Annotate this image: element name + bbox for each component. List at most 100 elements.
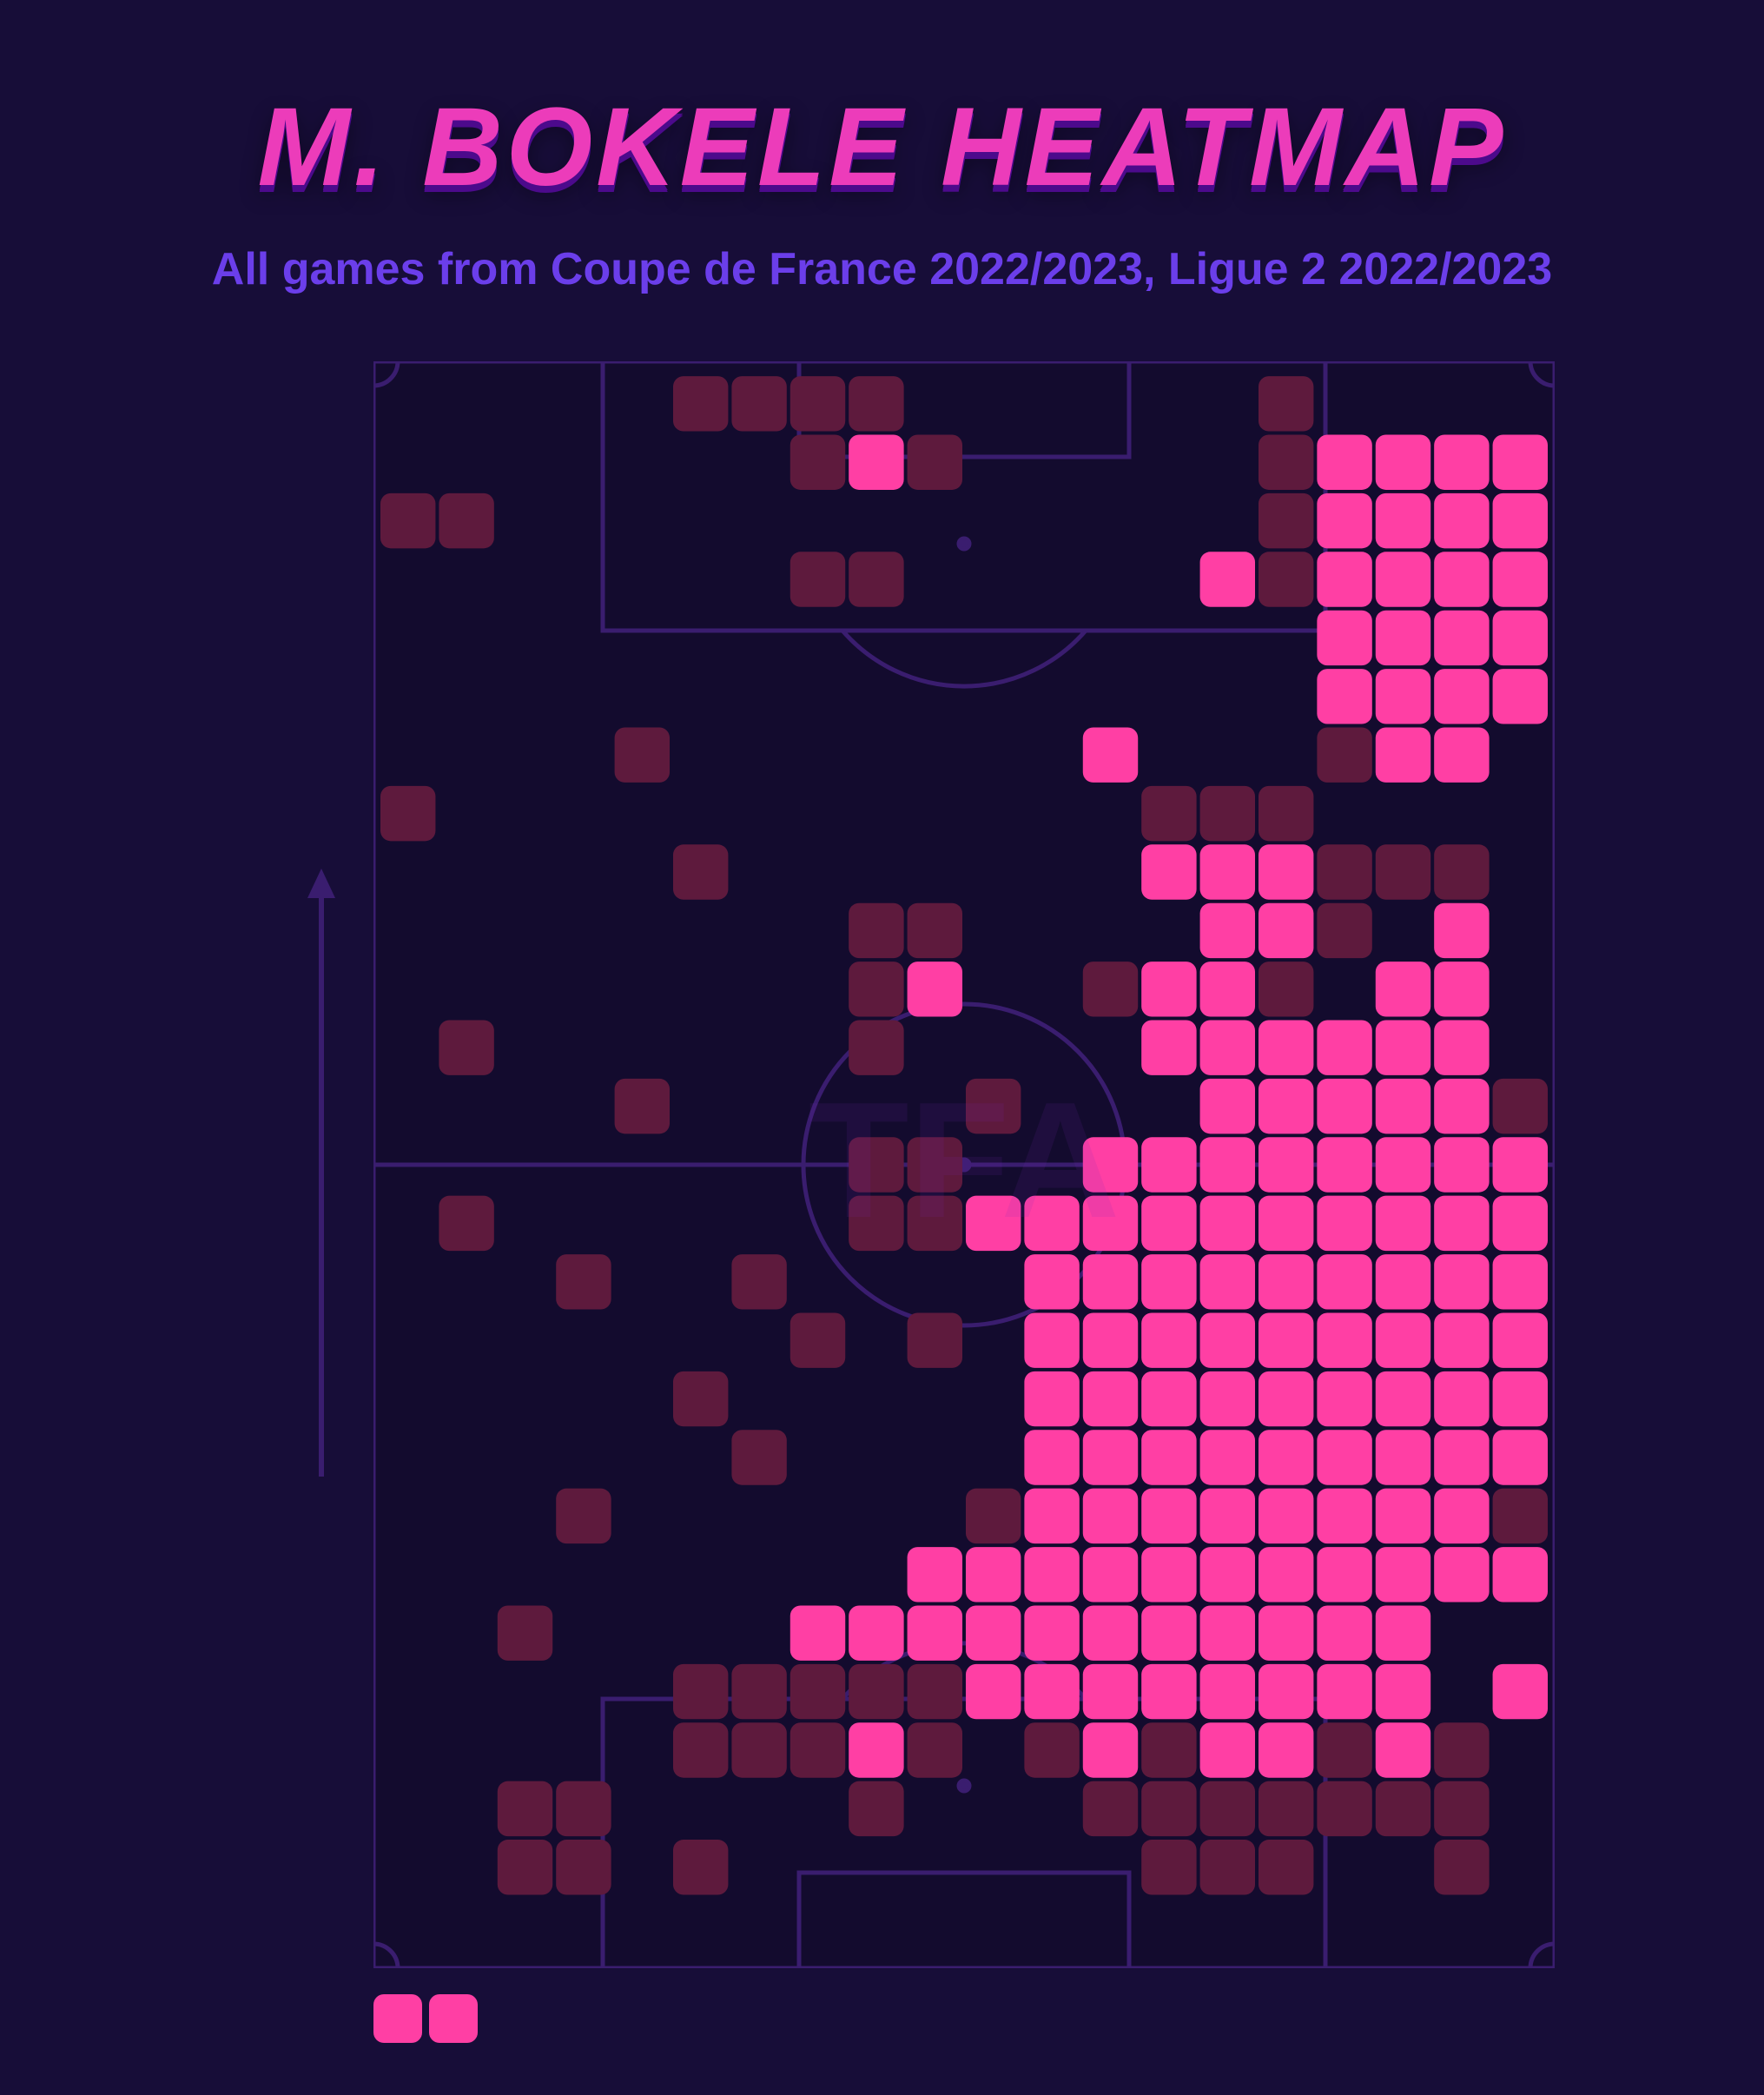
heat-cell (1493, 435, 1548, 490)
heat-cell (1083, 1312, 1138, 1367)
heat-cell (1141, 962, 1196, 1016)
heat-cell (673, 844, 728, 899)
heat-cell (1141, 1196, 1196, 1251)
heat-cell (1434, 1137, 1489, 1192)
heat-cell (731, 376, 786, 431)
heat-cell (556, 1840, 611, 1894)
heat-cell (1317, 1312, 1371, 1367)
heat-cell (1493, 1547, 1548, 1602)
heat-cell (908, 1547, 962, 1602)
heat-cell (966, 1664, 1021, 1719)
heat-cell (1259, 962, 1313, 1016)
heat-cell (1024, 1312, 1079, 1367)
heat-cell (1317, 727, 1371, 782)
heat-cell (1259, 1722, 1313, 1777)
heat-cell (1434, 611, 1489, 665)
heat-cell (1376, 1196, 1430, 1251)
heat-cell (908, 435, 962, 490)
heat-cell (1200, 1722, 1255, 1777)
heat-cell (1434, 1196, 1489, 1251)
heat-cell (1259, 844, 1313, 899)
heat-cell (439, 1020, 493, 1074)
heat-cell (1493, 669, 1548, 724)
heat-cell (1493, 1312, 1548, 1367)
heat-cell (1024, 1664, 1079, 1719)
heat-cell (1024, 1722, 1079, 1777)
heat-cell (908, 1312, 962, 1367)
chart-title: M. BOKELE HEATMAP (0, 83, 1764, 211)
heat-cell (1083, 1781, 1138, 1836)
heat-cell (1376, 1605, 1430, 1660)
heat-cell (1317, 1254, 1371, 1309)
heat-cell (1200, 1430, 1255, 1484)
heat-cell (1200, 1489, 1255, 1543)
heat-cell (790, 1722, 845, 1777)
heat-cell (849, 1664, 903, 1719)
heat-cell (849, 435, 903, 490)
heat-cell (1024, 1489, 1079, 1543)
heat-cell (849, 1020, 903, 1074)
heat-cell (1259, 1020, 1313, 1074)
heat-cell (1434, 1020, 1489, 1074)
heat-cell (1141, 1547, 1196, 1602)
watermark-text: TFA (809, 1068, 1120, 1252)
heat-cell (1141, 1312, 1196, 1367)
heat-cell (1317, 1664, 1371, 1719)
chart-subtitle: All games from Coupe de France 2022/2023… (0, 243, 1764, 295)
heat-cell (1083, 1605, 1138, 1660)
pitch-container: TFA (373, 361, 1555, 1968)
heat-cell (1493, 493, 1548, 548)
heat-cell (673, 1840, 728, 1894)
heat-cell (1434, 1254, 1489, 1309)
heat-cell (1024, 1254, 1079, 1309)
heat-cell (1434, 1840, 1489, 1894)
heat-cell (1376, 1020, 1430, 1074)
heat-cell (1141, 1722, 1196, 1777)
heat-cell (1376, 844, 1430, 899)
heat-cell (1376, 493, 1430, 548)
heat-cell (1317, 1605, 1371, 1660)
legend (373, 1994, 485, 2047)
heat-cell (498, 1781, 552, 1836)
heat-cell (1434, 552, 1489, 606)
heat-cell (1141, 1489, 1196, 1543)
heat-cell (1493, 1079, 1548, 1133)
heat-cell (1200, 962, 1255, 1016)
heat-cell (1200, 1196, 1255, 1251)
heat-cell (790, 1664, 845, 1719)
heat-cell (1141, 786, 1196, 841)
heat-cell (1200, 1605, 1255, 1660)
heat-cell (1083, 1371, 1138, 1426)
heat-cell (1200, 1020, 1255, 1074)
heat-cell (1141, 1137, 1196, 1192)
heat-cell (1200, 1079, 1255, 1133)
heat-cell (498, 1840, 552, 1894)
heat-cell (1200, 1371, 1255, 1426)
heat-cell (908, 1605, 962, 1660)
heat-cell (1434, 903, 1489, 958)
heat-cell (731, 1254, 786, 1309)
page-root: M. BOKELE HEATMAP All games from Coupe d… (0, 0, 1764, 2095)
heat-cell (1434, 493, 1489, 548)
heat-cell (1259, 1254, 1313, 1309)
heat-cell (1317, 552, 1371, 606)
heat-cell (1434, 727, 1489, 782)
heat-cell (908, 962, 962, 1016)
heat-cell (1434, 962, 1489, 1016)
heat-cell (731, 1664, 786, 1719)
heat-cell (1024, 1605, 1079, 1660)
heat-cell (1376, 1254, 1430, 1309)
heat-cell (1141, 1020, 1196, 1074)
heat-cell (1434, 1430, 1489, 1484)
heat-cell (1376, 552, 1430, 606)
heat-cell (1317, 1547, 1371, 1602)
heat-cell (790, 552, 845, 606)
heat-cell (1024, 1547, 1079, 1602)
heat-cell (1200, 552, 1255, 606)
heat-cell (1083, 1547, 1138, 1602)
heat-cell (615, 727, 670, 782)
heat-cell (1493, 1489, 1548, 1543)
heat-cell (1259, 1781, 1313, 1836)
heat-cell (849, 903, 903, 958)
heat-cell (1200, 1312, 1255, 1367)
